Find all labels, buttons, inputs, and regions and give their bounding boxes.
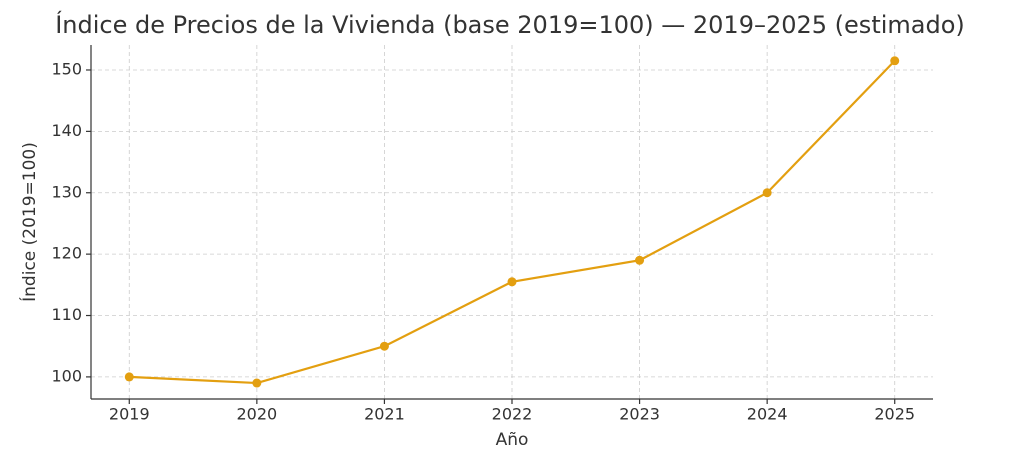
y-tick-label: 130 — [51, 182, 82, 201]
chart-title: Índice de Precios de la Vivienda (base 2… — [55, 10, 965, 39]
y-tick-label: 120 — [51, 244, 82, 263]
y-tick-label: 140 — [51, 121, 82, 140]
data-point — [507, 277, 517, 287]
x-tick-label: 2025 — [874, 405, 915, 424]
y-tick-label: 100 — [51, 366, 82, 385]
y-tick-label: 150 — [51, 59, 82, 78]
y-axis-label: Índice (2019=100) — [18, 142, 40, 302]
x-axis-label: Año — [496, 430, 529, 450]
x-tick-label: 2023 — [619, 405, 660, 424]
data-point — [635, 255, 645, 265]
x-tick-label: 2024 — [747, 405, 788, 424]
data-point — [124, 372, 134, 382]
y-tick-label: 110 — [51, 305, 82, 324]
data-point — [890, 56, 900, 66]
data-point — [762, 188, 772, 198]
data-point — [379, 341, 389, 351]
x-tick-label: 2021 — [364, 405, 405, 424]
data-point — [252, 378, 262, 388]
x-tick-label: 2022 — [492, 405, 533, 424]
x-tick-label: 2019 — [109, 405, 150, 424]
x-tick-label: 2020 — [236, 405, 277, 424]
